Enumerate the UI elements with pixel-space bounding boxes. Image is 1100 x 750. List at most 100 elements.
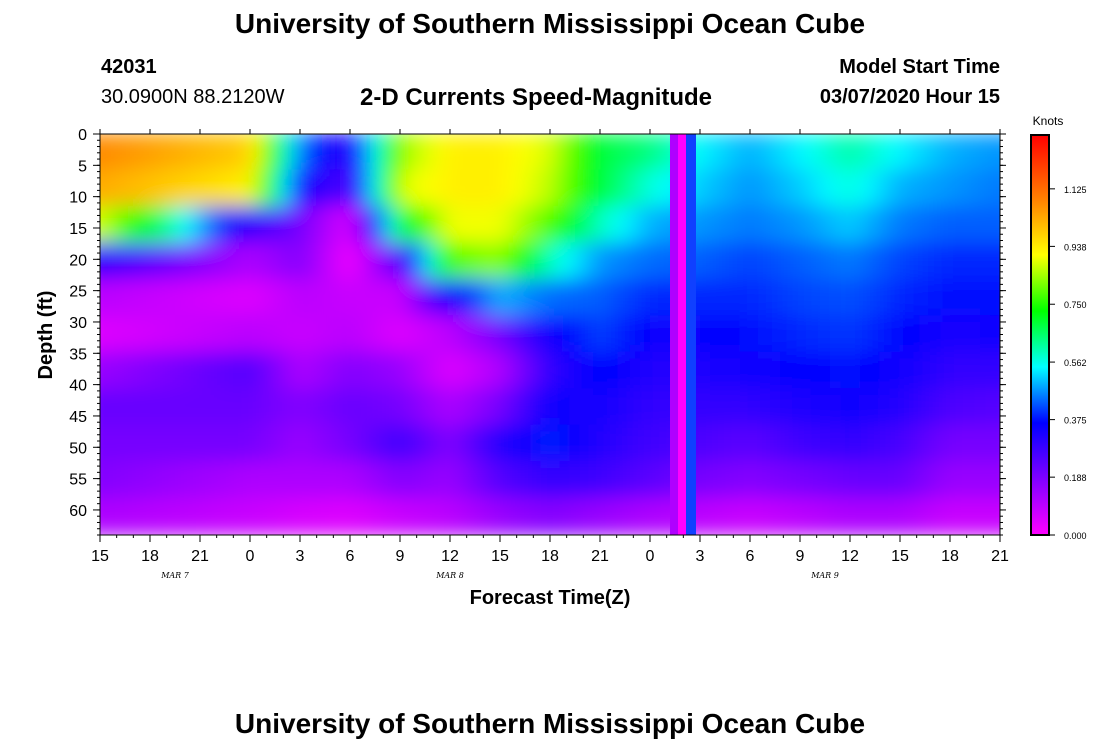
- heatmap-cell: [990, 205, 1000, 245]
- heatmap-cell: [540, 278, 551, 318]
- heatmap-cell: [800, 169, 811, 208]
- heatmap-cell: [800, 134, 811, 172]
- heatmap-cell: [990, 134, 1000, 172]
- heatmap-cell: [720, 424, 731, 464]
- heatmap-cell: [370, 461, 381, 500]
- heatmap-cell: [900, 205, 911, 245]
- date-label: MAR 8: [435, 571, 464, 580]
- heatmap-cell: [820, 169, 831, 208]
- heatmap-cell: [660, 315, 671, 354]
- heatmap-cell: [400, 388, 411, 427]
- heatmap-cell: [510, 315, 521, 354]
- heatmap-cell: [340, 388, 351, 427]
- heatmap-cell: [640, 169, 651, 208]
- heatmap-cell: [150, 424, 161, 464]
- heatmap-cell: [460, 351, 471, 391]
- heatmap-cell: [770, 388, 781, 427]
- heatmap-cell: [570, 424, 581, 464]
- heatmap-cell: [190, 278, 201, 318]
- heatmap-cell: [420, 242, 431, 281]
- heatmap-cell: [770, 205, 781, 245]
- heatmap-cell: [430, 388, 441, 427]
- heatmap-cell: [640, 134, 651, 172]
- heatmap-cell: [570, 169, 581, 208]
- heatmap-cell: [530, 424, 541, 464]
- heatmap-cell: [790, 134, 801, 172]
- heatmap-cell: [360, 278, 371, 318]
- heatmap-cell: [300, 461, 311, 500]
- heatmap-cell: [280, 134, 291, 172]
- heatmap-cell: [410, 242, 421, 281]
- heatmap-cell: [370, 169, 381, 208]
- heatmap-cell: [430, 242, 441, 281]
- heatmap-cell: [120, 169, 131, 208]
- heatmap-cell: [570, 351, 581, 391]
- heatmap-cell: [210, 388, 221, 427]
- y-tick-label: 55: [69, 472, 87, 489]
- heatmap-cell: [860, 388, 871, 427]
- heatmap-cell: [960, 278, 971, 318]
- heatmap-cell: [1000, 461, 1011, 499]
- heatmap-cell: [450, 461, 461, 500]
- heatmap-cell: [550, 424, 561, 464]
- heatmap-cell: [960, 351, 971, 391]
- heatmap-cell: [480, 388, 491, 427]
- heatmap-cell: [580, 351, 591, 391]
- heatmap-cell: [280, 205, 291, 245]
- heatmap-cell: [1010, 498, 1021, 536]
- heatmap-cell: [340, 134, 351, 172]
- heatmap-cell: [410, 315, 421, 354]
- heatmap-cell: [720, 205, 731, 245]
- heatmap-cell: [100, 205, 111, 245]
- heatmap-cell: [940, 461, 951, 500]
- heatmap-cell: [880, 388, 891, 427]
- heatmap-cell: [570, 242, 581, 281]
- heatmap-cell: [540, 242, 551, 281]
- heatmap-cell: [780, 461, 791, 500]
- heatmap-cell: [910, 169, 921, 208]
- heatmap-cell: [320, 242, 331, 281]
- heatmap-cell: [440, 134, 451, 172]
- model-start-time: 03/07/2020 Hour 15: [819, 86, 1000, 108]
- y-tick-label: 20: [69, 252, 87, 269]
- heatmap-cell: [270, 497, 281, 535]
- heatmap-cell: [830, 242, 841, 281]
- heatmap-cell: [900, 497, 911, 535]
- heatmap-cell: [980, 497, 991, 535]
- x-tick-label: 15: [491, 548, 509, 565]
- heatmap-cell: [140, 351, 151, 391]
- heatmap-cell: [100, 424, 111, 464]
- heatmap-cell: [580, 242, 591, 281]
- heatmap-cell: [580, 461, 591, 500]
- heatmap-cell: [910, 242, 921, 281]
- heatmap-cell: [850, 205, 861, 245]
- heatmap-cell: [970, 388, 981, 427]
- heatmap-cell: [920, 497, 931, 535]
- heatmap-cell: [430, 424, 441, 464]
- heatmap-cell: [150, 351, 161, 391]
- heatmap-cell: [900, 461, 911, 500]
- heatmap-cell: [560, 351, 571, 391]
- heatmap-cell: [440, 315, 451, 354]
- heatmap-cell: [770, 169, 781, 208]
- heatmap-cell: [600, 242, 611, 281]
- heatmap-cell: [250, 205, 261, 245]
- heatmap-cell: [290, 278, 301, 318]
- heatmap-cell: [410, 388, 421, 427]
- heatmap-cell: [700, 461, 711, 500]
- heatmap-cell: [330, 351, 341, 391]
- heatmap-cell: [420, 388, 431, 427]
- heatmap-cell: [500, 315, 511, 354]
- heatmap-cell: [490, 388, 501, 427]
- heatmap-cell: [290, 388, 301, 427]
- heatmap-cell: [770, 424, 781, 464]
- heatmap-cell: [450, 205, 461, 245]
- heatmap-cell: [170, 242, 181, 281]
- heatmap-cell: [200, 315, 211, 354]
- y-tick-label: 40: [69, 378, 87, 395]
- heatmap-cell: [100, 205, 101, 245]
- y-axis-label: Depth (ft): [35, 291, 57, 380]
- heatmap-layer: [100, 134, 1021, 536]
- heatmap-cell: [630, 351, 641, 391]
- heatmap-cell: [750, 351, 761, 391]
